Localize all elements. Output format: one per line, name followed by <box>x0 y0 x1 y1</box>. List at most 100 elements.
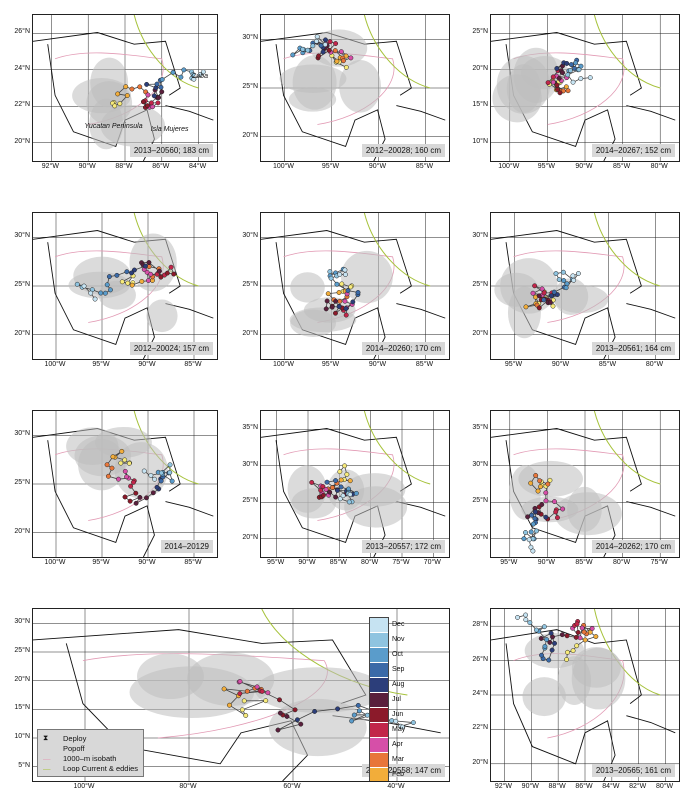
track-point <box>553 509 559 515</box>
lat-tick-label: 10°N <box>472 137 488 145</box>
map-panel-j: 2013–20558; 147 cm ⧗ Deploy Popoff —1000–m i… <box>8 596 450 796</box>
track-point <box>88 290 94 296</box>
lon-tick-label: 90°W <box>521 783 539 790</box>
lat-tick-label: 25°N <box>14 479 30 486</box>
track-point <box>151 93 157 99</box>
track-point <box>534 528 539 534</box>
track-point <box>530 290 536 296</box>
track-point <box>316 53 322 59</box>
map-panel-g: 2014–20129 30°N 25°N 20°N 100°W 95°W 90°W 85°W <box>8 398 218 572</box>
track-point <box>169 478 175 484</box>
utilization-kernel <box>567 486 602 532</box>
track-point <box>106 274 112 280</box>
track-point <box>277 710 283 716</box>
lon-tick-label: 80°W <box>179 783 197 790</box>
utilization-kernel <box>344 486 408 528</box>
track-point <box>536 293 542 299</box>
track-line <box>517 614 597 661</box>
track-point <box>181 67 187 73</box>
map-frame: 2013–20557; 172 cm <box>260 410 450 558</box>
lon-tick-label: 80°W <box>645 361 664 368</box>
map-frame: 2013–20560; 183 cm Cuba Yucatan Peninsula I… <box>32 14 218 162</box>
colorbar-month-label: Apr <box>392 741 403 748</box>
lon-tick-label: 100°W <box>44 361 66 368</box>
track-point <box>573 634 579 640</box>
track-point <box>581 629 587 635</box>
track-point <box>170 69 176 75</box>
tag-caption: 2013–20561; 164 cm <box>591 342 675 355</box>
track-point <box>323 306 329 312</box>
track-point <box>389 718 395 724</box>
utilization-kernel <box>68 271 130 299</box>
track-point <box>344 471 350 477</box>
map-canvas <box>33 15 217 161</box>
lon-tick-label: 85°W <box>415 163 434 170</box>
track-point <box>576 67 582 73</box>
colorbar-swatch <box>370 633 388 648</box>
loop-symbol-icon: — <box>43 763 51 773</box>
track-point <box>243 713 249 718</box>
track-point <box>568 62 574 68</box>
colorbar-swatch <box>370 768 388 781</box>
track-point <box>546 657 552 663</box>
utilization-kernel <box>553 278 589 315</box>
lon-tick-label: 75°W <box>392 559 410 566</box>
lon-tick-label: 60°W <box>283 783 301 790</box>
track-point <box>129 86 135 92</box>
track-point <box>536 305 542 311</box>
lat-tick-label: 30°N <box>242 34 258 42</box>
lat-tick-label: 20°N <box>14 329 30 337</box>
lon-tick-label: 95°W <box>321 361 340 368</box>
track-point <box>561 278 567 283</box>
track-point <box>275 727 281 733</box>
lon-tick-label: 86°W <box>152 163 170 170</box>
track-point <box>587 75 593 81</box>
track-point <box>337 496 343 502</box>
map-panel-c: 2014–20267; 152 cm 25°N 20°N 15°N 10°N 100°W 9… <box>466 2 680 176</box>
track-point <box>333 41 339 46</box>
map-frame: 2014–20129 <box>32 410 218 558</box>
colorbar-month-label: Oct <box>392 651 403 658</box>
map-frame: 2013–20561; 164 cm <box>490 212 680 360</box>
lon-tick-label: 90°W <box>368 361 387 368</box>
loop-current-line <box>363 213 431 287</box>
track-point <box>541 624 547 630</box>
lon-tick-label: 95°W <box>500 559 518 566</box>
track-point <box>543 498 549 504</box>
track-point <box>347 492 353 497</box>
utilization-kernel <box>339 59 382 113</box>
lat-tick-label: 30°N <box>242 460 258 468</box>
lat-tick-label: 20°N <box>242 329 258 337</box>
track-point <box>549 647 555 653</box>
track-point <box>314 38 319 44</box>
track-point <box>105 473 111 479</box>
lon-tick-label: 80°W <box>650 163 668 170</box>
track-point <box>539 286 545 292</box>
colorbar-month-label: Dec <box>392 621 405 628</box>
lat-tick-label: 30°N <box>14 430 30 438</box>
track-point <box>556 75 562 81</box>
track-point <box>329 304 335 310</box>
track-point <box>325 291 331 297</box>
lat-tick-label: 28°N <box>472 621 488 629</box>
legend-label: Deploy <box>63 733 87 743</box>
track-point <box>526 537 532 543</box>
track-point <box>122 457 128 463</box>
tag-caption: 2014–20129 <box>160 540 213 553</box>
track-point <box>570 648 576 654</box>
track-point <box>410 720 416 726</box>
track-point <box>171 271 177 277</box>
track-point <box>550 79 556 85</box>
track-point <box>356 708 362 714</box>
track-point <box>333 478 339 484</box>
map-frame: 2014–20260; 170 cm <box>260 212 450 360</box>
lat-tick-label: 25°N <box>14 647 30 654</box>
track-point <box>145 92 151 98</box>
track-point <box>350 299 356 305</box>
track-point <box>530 548 536 554</box>
colorbar-swatch <box>370 663 388 678</box>
track-point <box>335 487 340 493</box>
track-point <box>557 90 563 96</box>
lon-tick-label: 86°W <box>575 783 593 790</box>
track-point <box>351 712 357 718</box>
